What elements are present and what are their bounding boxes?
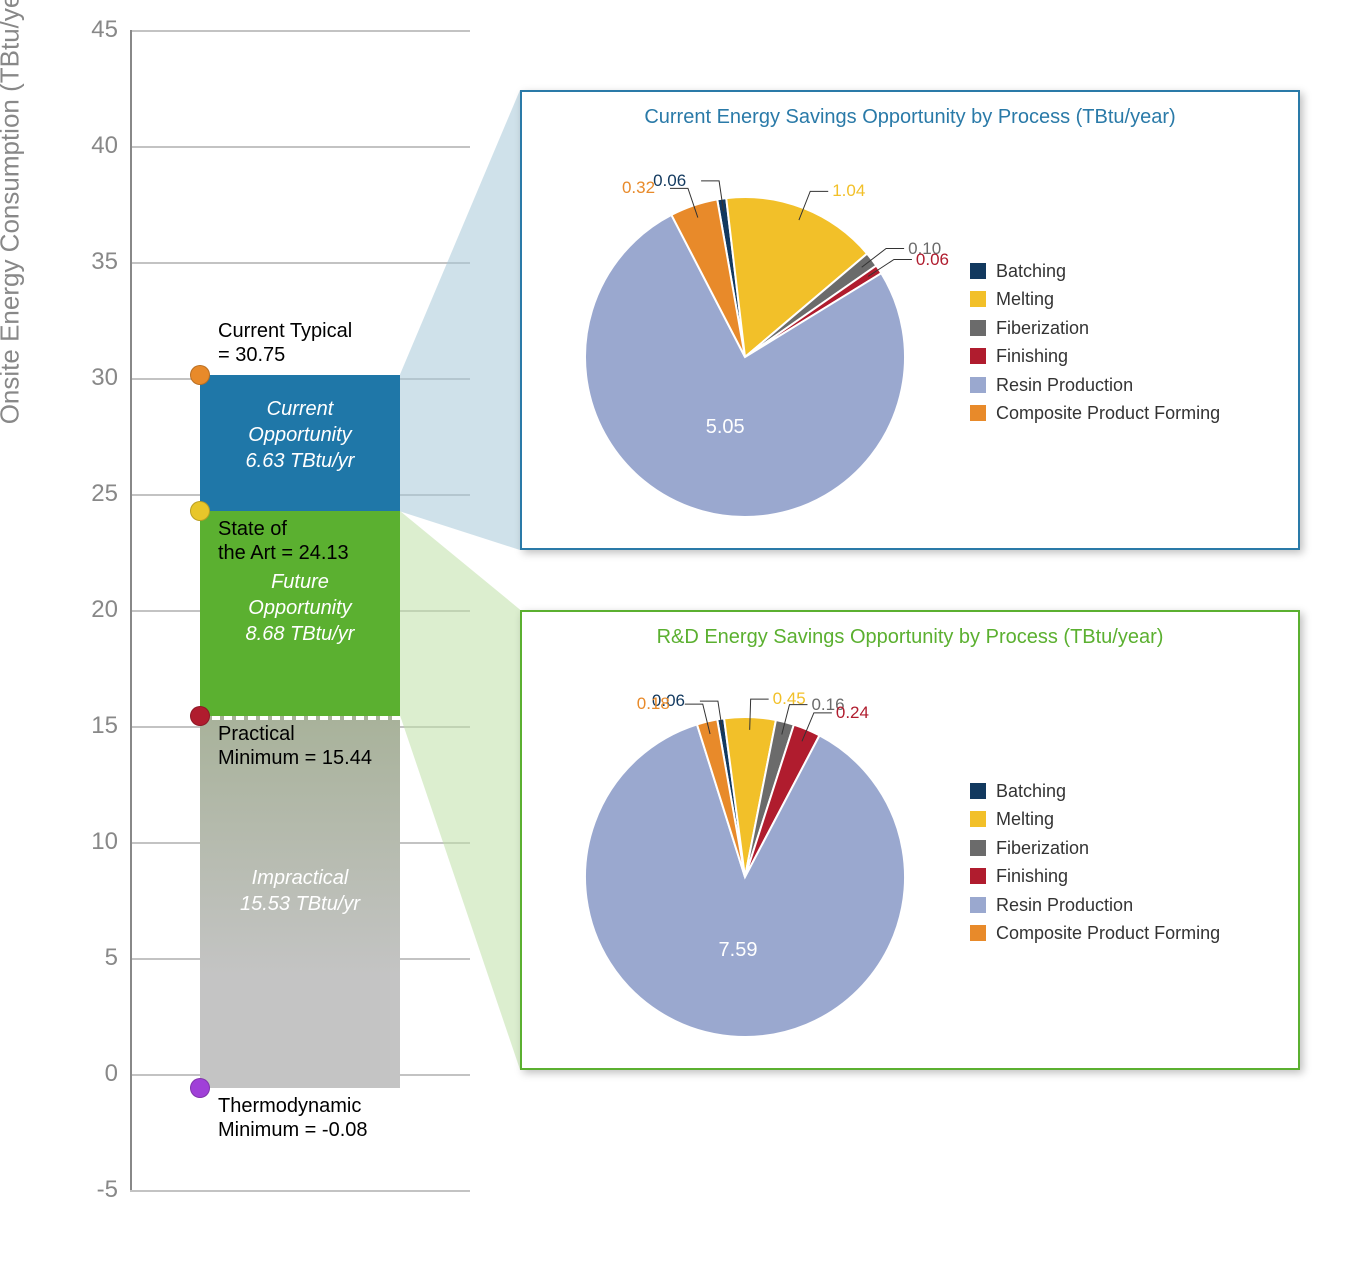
marker-dot — [190, 1078, 210, 1098]
legend-label: Composite Product Forming — [996, 402, 1220, 425]
legend-swatch — [970, 263, 986, 279]
bar-segment: CurrentOpportunity6.63 TBtu/yr — [200, 375, 400, 512]
pie-title-rd: R&D Energy Savings Opportunity by Proces… — [540, 626, 1280, 649]
bar-segment-label: Impractical15.53 TBtu/yr — [200, 865, 400, 917]
legend-item: Resin Production — [970, 894, 1220, 917]
y-tick-label: 5 — [105, 944, 118, 972]
y-tick-label: 0 — [105, 1060, 118, 1088]
legend-item: Finishing — [970, 865, 1220, 888]
pie-value-label: 0.45 — [773, 689, 806, 709]
legend-swatch — [970, 925, 986, 941]
grid-line — [130, 30, 470, 32]
y-tick-label: 15 — [91, 712, 118, 740]
pie-value-label: 0.06 — [916, 250, 949, 270]
legend-label: Batching — [996, 780, 1066, 803]
legend-item: Fiberization — [970, 837, 1220, 860]
pie-value-label: 0.18 — [637, 694, 670, 714]
legend-item: Batching — [970, 260, 1220, 283]
pie-svg — [540, 137, 950, 547]
legend-label: Finishing — [996, 345, 1068, 368]
legend-label: Finishing — [996, 865, 1068, 888]
grid-line — [130, 262, 470, 264]
pie-legend-current: Batching Melting Fiberization Finishing Resi… — [970, 254, 1220, 431]
marker-dot — [190, 501, 210, 521]
legend-swatch — [970, 405, 986, 421]
pie-value-label: 5.05 — [706, 416, 745, 439]
legend-swatch — [970, 868, 986, 884]
legend-swatch — [970, 897, 986, 913]
pie-value-label: 0.32 — [622, 178, 655, 198]
marker-dot — [190, 706, 210, 726]
marker-label: ThermodynamicMinimum = -0.08 — [218, 1094, 368, 1142]
legend-label: Resin Production — [996, 894, 1133, 917]
marker-label: State ofthe Art = 24.13 — [218, 517, 349, 565]
marker-label: PracticalMinimum = 15.44 — [218, 722, 372, 770]
y-tick-label: 25 — [91, 480, 118, 508]
pie-value-label: 0.24 — [836, 703, 869, 723]
legend-item: Melting — [970, 288, 1220, 311]
legend-swatch — [970, 811, 986, 827]
y-tick-label: 20 — [91, 596, 118, 624]
legend-item: Finishing — [970, 345, 1220, 368]
y-tick-label: 40 — [91, 132, 118, 160]
bar-segment-label: FutureOpportunity8.68 TBtu/yr — [200, 569, 400, 647]
pie-value-label: 7.59 — [719, 939, 758, 962]
legend-label: Fiberization — [996, 837, 1089, 860]
grid-line — [130, 146, 470, 148]
y-tick-label: 45 — [91, 16, 118, 44]
y-tick-label: 10 — [91, 828, 118, 856]
pie-value-label: 0.06 — [653, 171, 686, 191]
bar-segment: Impractical15.53 TBtu/yr — [200, 716, 400, 1088]
pie-box-current: Current Energy Savings Opportunity by Pr… — [520, 90, 1300, 550]
legend-item: Melting — [970, 808, 1220, 831]
bar-segment-label: CurrentOpportunity6.63 TBtu/yr — [200, 396, 400, 474]
y-axis-label: Onsite Energy Consumption (TBtu/year) — [0, 0, 26, 424]
legend-swatch — [970, 377, 986, 393]
legend-label: Melting — [996, 808, 1054, 831]
legend-swatch — [970, 320, 986, 336]
pie-svg — [540, 657, 950, 1067]
legend-swatch — [970, 783, 986, 799]
y-tick-label: 30 — [91, 364, 118, 392]
legend-item: Batching — [970, 780, 1220, 803]
legend-swatch — [970, 291, 986, 307]
y-tick-label: 35 — [91, 248, 118, 276]
legend-item: Composite Product Forming — [970, 922, 1220, 945]
legend-item: Fiberization — [970, 317, 1220, 340]
legend-item: Resin Production — [970, 374, 1220, 397]
legend-label: Composite Product Forming — [996, 922, 1220, 945]
chart-root: Onsite Energy Consumption (TBtu/year) -5… — [20, 20, 1330, 1261]
pie-title-current: Current Energy Savings Opportunity by Pr… — [540, 106, 1280, 129]
pie-legend-rd: Batching Melting Fiberization Finishing Resi… — [970, 774, 1220, 951]
plot-area: -5051015202530354045CurrentOpportunity6.… — [130, 30, 470, 1190]
legend-label: Batching — [996, 260, 1066, 283]
legend-swatch — [970, 348, 986, 364]
pie-box-rd: R&D Energy Savings Opportunity by Proces… — [520, 610, 1300, 1070]
legend-item: Composite Product Forming — [970, 402, 1220, 425]
y-tick-label: -5 — [97, 1176, 118, 1204]
legend-label: Melting — [996, 288, 1054, 311]
marker-label: Current Typical= 30.75 — [218, 319, 352, 367]
marker-dot — [190, 365, 210, 385]
pie-chart-current: 0.061.040.100.065.050.32 — [540, 137, 950, 547]
pie-value-label: 1.04 — [832, 181, 865, 201]
legend-label: Fiberization — [996, 317, 1089, 340]
legend-swatch — [970, 840, 986, 856]
grid-line — [130, 1190, 470, 1192]
legend-label: Resin Production — [996, 374, 1133, 397]
practical-dash-line — [200, 716, 400, 720]
pie-chart-rd: 0.060.450.160.247.590.18 — [540, 657, 950, 1067]
